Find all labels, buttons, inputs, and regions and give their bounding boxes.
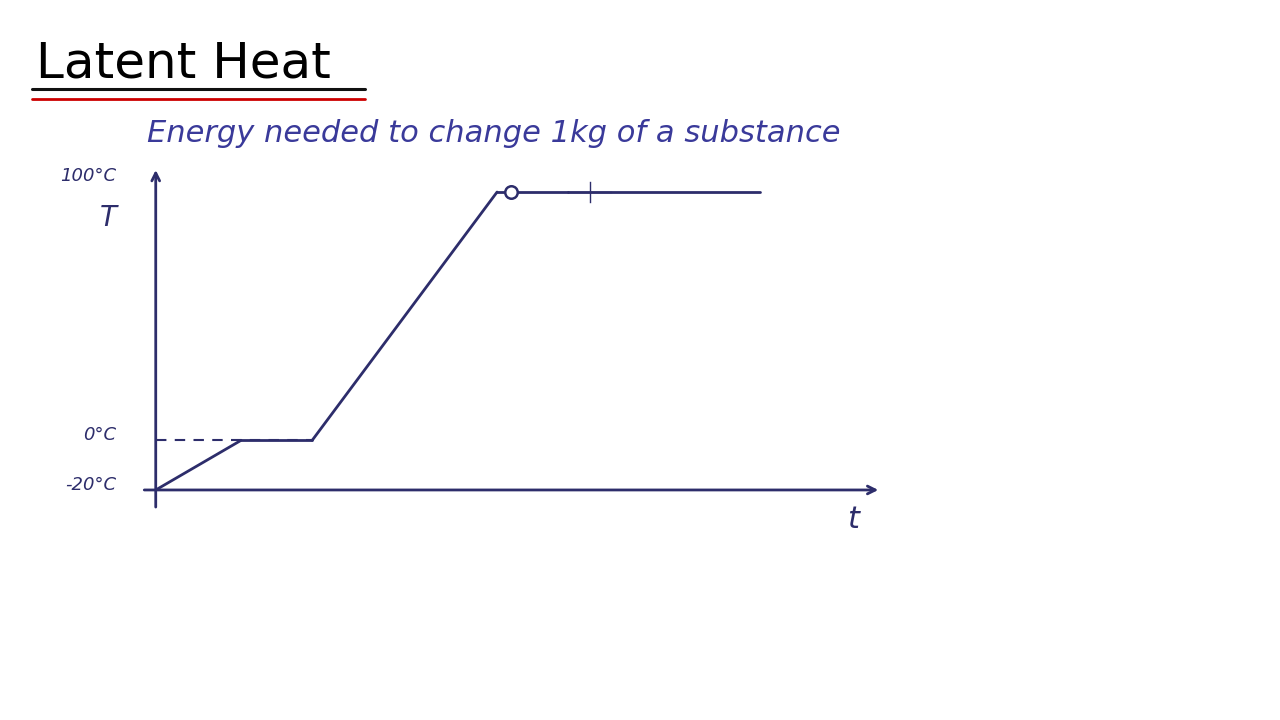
Text: Energy needed to change 1kg of a substance: Energy needed to change 1kg of a substan… [147, 119, 841, 148]
Text: 100°C: 100°C [60, 166, 116, 184]
Text: Latent Heat: Latent Heat [36, 40, 330, 88]
Text: -20°C: -20°C [65, 476, 116, 494]
Text: 0°C: 0°C [83, 426, 116, 444]
Text: T: T [100, 204, 116, 233]
Text: from one state of matter to another.: from one state of matter to another. [147, 167, 701, 196]
Text: t: t [846, 505, 859, 534]
